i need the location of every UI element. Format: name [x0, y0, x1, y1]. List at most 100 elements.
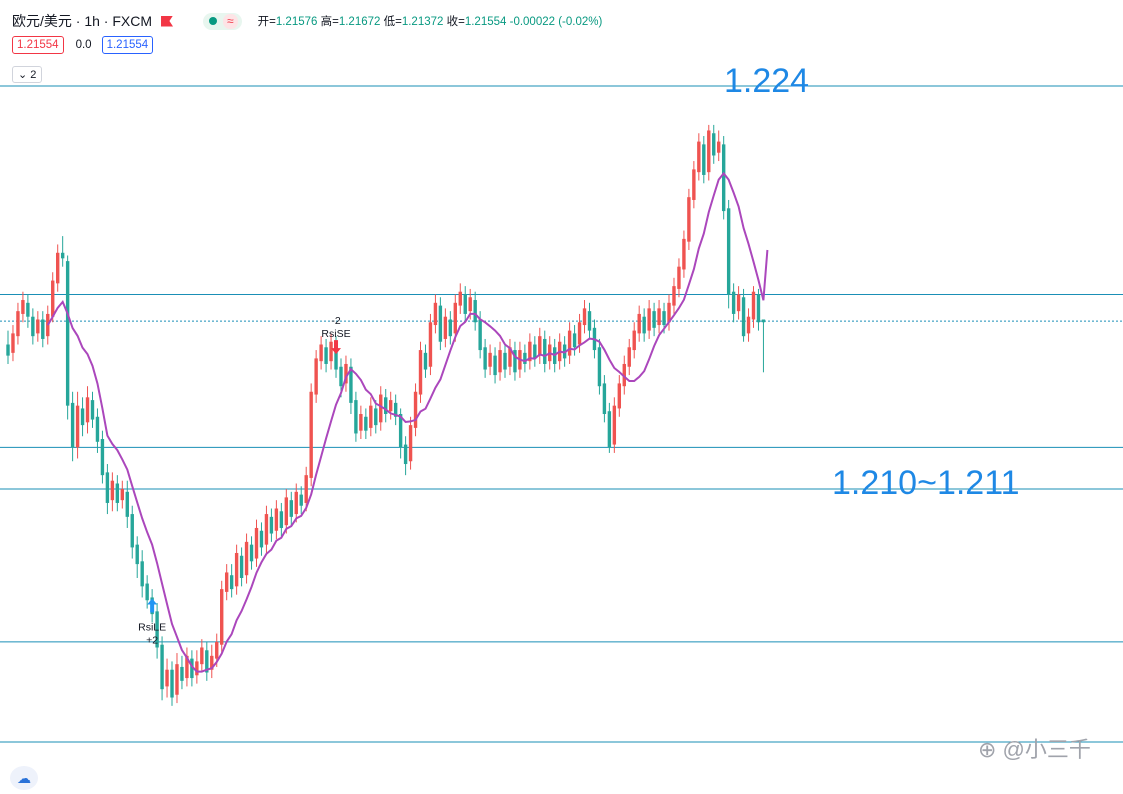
candle	[95, 408, 100, 453]
candles	[6, 124, 766, 706]
moving-average-line	[46, 171, 769, 673]
market-status-pill[interactable]: ≈	[203, 12, 242, 30]
candle	[359, 405, 363, 440]
tradingview-logo[interactable]: ☁	[10, 766, 38, 790]
candle	[36, 311, 40, 342]
candle	[428, 313, 433, 376]
candle	[403, 436, 408, 476]
candle	[433, 294, 438, 334]
candle	[418, 341, 423, 403]
candle	[284, 489, 289, 534]
sell-button[interactable]: 1.21554	[12, 36, 64, 54]
candle	[637, 305, 641, 342]
candle	[458, 283, 462, 314]
candle	[160, 636, 164, 701]
candle	[597, 338, 602, 395]
candle	[443, 308, 448, 348]
candle	[110, 472, 115, 512]
candle	[6, 330, 10, 364]
candle	[125, 480, 129, 528]
candle	[259, 522, 264, 556]
indicators-toggle-button[interactable]: ⌄ 2	[12, 66, 43, 83]
ohlc-open: 1.21576	[275, 16, 318, 28]
candle	[324, 338, 328, 373]
candle	[612, 397, 617, 453]
candle	[617, 375, 622, 417]
candle	[523, 344, 527, 373]
candle	[379, 386, 383, 431]
candle	[264, 505, 269, 553]
candle	[384, 388, 388, 423]
candle	[647, 300, 651, 339]
sell-signal-marker[interactable]: RsiSE-2	[321, 315, 351, 355]
candle	[41, 311, 45, 348]
market-open-dot-icon	[209, 17, 218, 25]
candle	[657, 300, 661, 334]
candle	[220, 580, 224, 654]
candle	[249, 536, 254, 570]
candle	[746, 308, 751, 342]
signal-label: RsiSE	[321, 328, 350, 340]
candle	[463, 286, 467, 323]
candle	[145, 575, 149, 609]
candle	[756, 288, 761, 331]
candle	[205, 641, 209, 681]
candle	[210, 644, 214, 679]
candle	[269, 508, 274, 542]
candle	[692, 161, 696, 209]
candle	[16, 302, 20, 345]
candle	[712, 124, 716, 164]
flag-icon[interactable]	[161, 15, 174, 27]
candle	[85, 386, 90, 434]
candle	[498, 341, 502, 381]
buy-signal-marker[interactable]: RsiLE+2	[138, 598, 166, 646]
candle	[438, 297, 443, 351]
candle	[697, 133, 701, 181]
candle	[100, 430, 105, 484]
candle	[731, 283, 736, 323]
ohlc-high: 1.21672	[338, 16, 381, 28]
candle	[388, 391, 393, 420]
symbol-label[interactable]: 欧元/美元 · 1h · FXCM	[12, 13, 153, 29]
candle	[175, 653, 179, 704]
ohlc-change: -0.00022 (-0.02%)	[509, 16, 603, 28]
candle	[195, 650, 199, 684]
candle	[677, 258, 681, 298]
candle	[652, 302, 656, 337]
candle	[21, 291, 25, 323]
ohlc-close: 1.21554	[464, 16, 507, 28]
candle	[115, 475, 120, 512]
candle	[726, 199, 731, 309]
candle	[572, 325, 577, 356]
candle	[751, 286, 756, 328]
candle	[642, 308, 646, 342]
candle	[602, 375, 607, 423]
candle	[185, 647, 189, 687]
candle	[254, 519, 259, 567]
candle	[667, 294, 671, 331]
watermark: ⊕ @小三千	[978, 737, 1091, 762]
candle	[65, 255, 70, 420]
ohlc-low: 1.21372	[401, 16, 444, 28]
trade-signals: RsiLE+2 RsiSE-2	[138, 315, 350, 646]
candle	[234, 544, 239, 595]
candle	[70, 391, 75, 462]
candle	[488, 344, 492, 376]
candle	[294, 483, 298, 523]
candle	[607, 402, 612, 453]
candle	[702, 136, 706, 184]
candle	[682, 230, 686, 278]
buy-button[interactable]: 1.21554	[101, 36, 154, 54]
ohlc-readout: 开=1.21576 高=1.21672 低=1.21372 收=1.21554 …	[257, 16, 603, 28]
candle	[165, 658, 169, 698]
candle	[354, 391, 358, 442]
candle	[761, 319, 766, 373]
candle	[200, 639, 204, 673]
candle	[11, 325, 15, 362]
candle	[309, 383, 313, 487]
horizontal-levels	[0, 85, 1123, 743]
candle	[26, 294, 30, 328]
candle	[289, 491, 293, 526]
candle	[274, 500, 279, 540]
